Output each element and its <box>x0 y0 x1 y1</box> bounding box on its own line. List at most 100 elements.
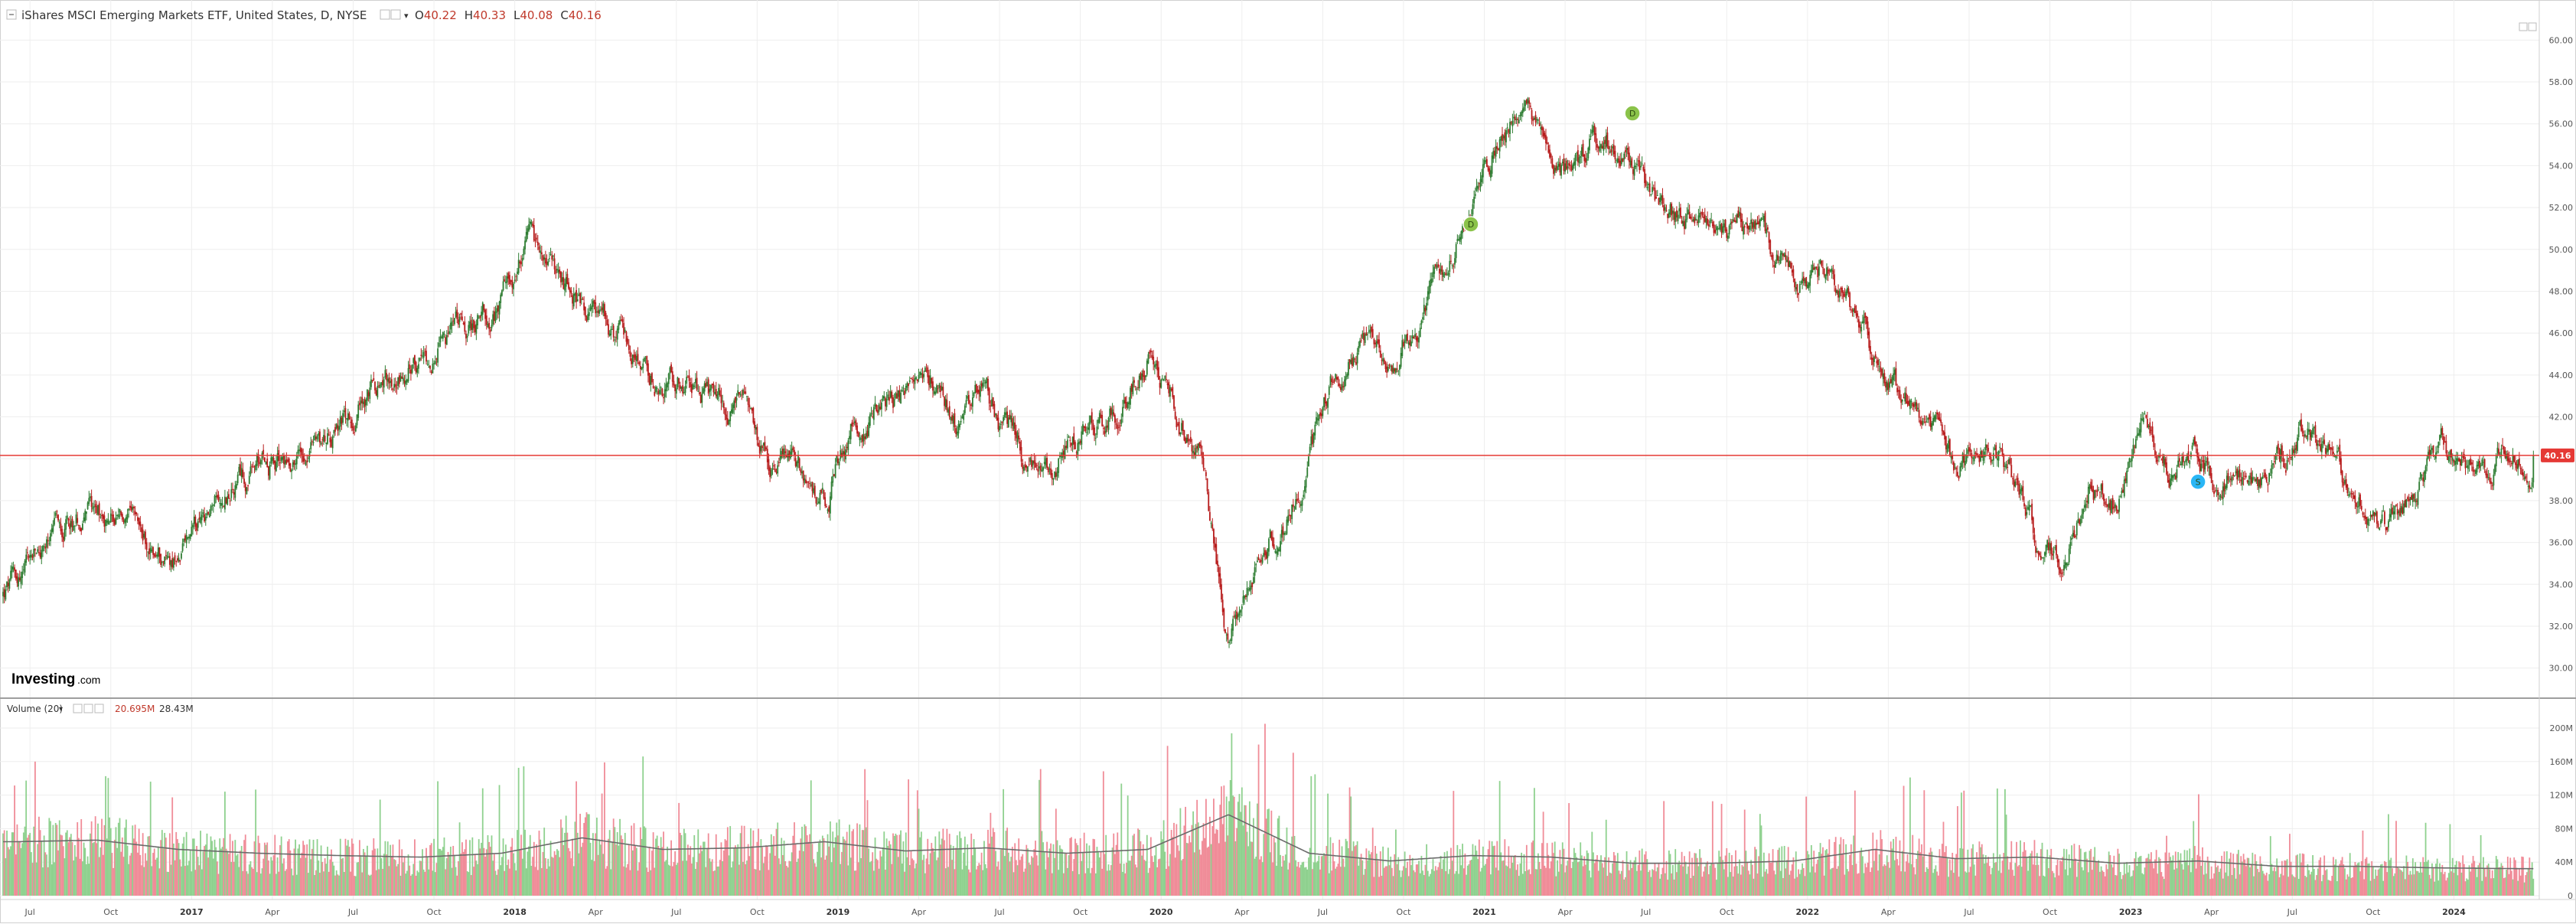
candle-body <box>1371 326 1372 332</box>
volume-bar <box>798 851 801 896</box>
volume-bar <box>57 850 59 896</box>
volume-bar <box>279 845 281 896</box>
candle-body <box>1373 338 1375 344</box>
candle-body <box>175 560 178 562</box>
candle-body <box>2206 457 2209 465</box>
candle-body <box>869 414 871 426</box>
volume-bar <box>287 841 289 896</box>
volume-bar <box>648 847 651 896</box>
candle-body <box>47 540 49 542</box>
volume-bar <box>750 828 752 896</box>
candle-body <box>196 524 197 531</box>
candle-body <box>2293 449 2294 453</box>
volume-bar <box>488 841 491 896</box>
volume-bar <box>302 841 305 896</box>
candle-body <box>2259 478 2261 487</box>
candle-body <box>684 386 686 393</box>
candle-body <box>924 367 926 372</box>
candle-body <box>2094 490 2096 499</box>
candle-body <box>1375 341 1378 348</box>
volume-bar <box>919 837 921 896</box>
candle-body <box>1876 361 1878 364</box>
candle-body <box>1929 416 1932 427</box>
candle-body <box>2209 465 2211 476</box>
candle-body <box>633 354 635 358</box>
candle-body <box>1343 379 1345 387</box>
candle-body <box>1593 126 1596 135</box>
volume-bar <box>331 861 334 896</box>
candle-body <box>394 384 396 387</box>
candle-body <box>937 388 939 390</box>
volume-bar <box>679 832 681 896</box>
candle-body <box>2124 478 2127 481</box>
candle-body <box>433 363 435 364</box>
candle-body <box>677 377 679 387</box>
volume-bar <box>572 866 575 896</box>
candle-body <box>1417 337 1419 342</box>
candle-body <box>1456 239 1459 242</box>
volume-bar <box>267 860 269 896</box>
volume-bar <box>1149 837 1152 896</box>
volume-bar <box>680 834 683 896</box>
volume-bar <box>631 825 633 896</box>
candle-body <box>2408 498 2410 501</box>
candle-body <box>424 351 426 352</box>
candle-body <box>1673 211 1675 220</box>
volume-bar <box>938 831 941 896</box>
volume-bar <box>834 837 836 896</box>
candle-body <box>765 447 767 449</box>
candle-body <box>12 566 15 570</box>
volume-bar <box>549 841 552 896</box>
volume-bar <box>688 854 690 896</box>
candle-body <box>1728 225 1730 235</box>
volume-bar <box>773 836 775 896</box>
volume-bar <box>204 846 205 896</box>
candle-body <box>2108 503 2110 508</box>
candle-body <box>995 413 996 416</box>
candle-body <box>1533 117 1535 120</box>
volume-bar <box>86 856 89 896</box>
volume-bar <box>166 871 168 896</box>
volume-bar <box>327 847 328 896</box>
volume-bar <box>269 873 271 896</box>
candle-body <box>515 276 517 277</box>
candle-body <box>879 406 882 410</box>
candle-body <box>1743 226 1746 228</box>
candle-body <box>2037 550 2040 554</box>
candle-body <box>2007 467 2009 469</box>
candle-body <box>755 426 757 430</box>
candle-body <box>732 404 734 413</box>
candle-body <box>1084 426 1087 432</box>
candle-body <box>1122 406 1123 417</box>
candle-body <box>1603 142 1605 151</box>
volume-bar <box>528 846 530 896</box>
candle-body <box>821 488 823 491</box>
time-tick-label: Jul <box>347 907 358 917</box>
volume-bar <box>861 830 863 896</box>
candle-body <box>1505 130 1507 142</box>
candle-body <box>1305 478 1307 488</box>
candle-body <box>836 455 838 462</box>
volume-bar <box>31 863 34 896</box>
volume-bar <box>1087 868 1089 896</box>
candle-body <box>956 431 958 436</box>
volume-bar <box>67 842 70 896</box>
candle-body <box>2320 443 2323 452</box>
volume-bar <box>592 833 594 896</box>
volume-bar <box>1172 837 1174 896</box>
candle-body <box>2237 470 2239 478</box>
candle-body <box>1198 442 1201 446</box>
candle-body <box>565 277 567 287</box>
candle-body <box>84 511 86 521</box>
candle-body <box>2174 475 2177 480</box>
candle-body <box>1908 400 1910 406</box>
volume-bar <box>741 825 743 896</box>
candle-body <box>2127 462 2129 469</box>
volume-bar <box>240 846 243 896</box>
candle-body <box>1483 159 1485 165</box>
candle-body <box>719 390 721 396</box>
candle-body <box>2100 484 2102 491</box>
candle-body <box>62 536 64 542</box>
candle-body <box>1126 401 1127 408</box>
volume-bar <box>501 857 503 896</box>
